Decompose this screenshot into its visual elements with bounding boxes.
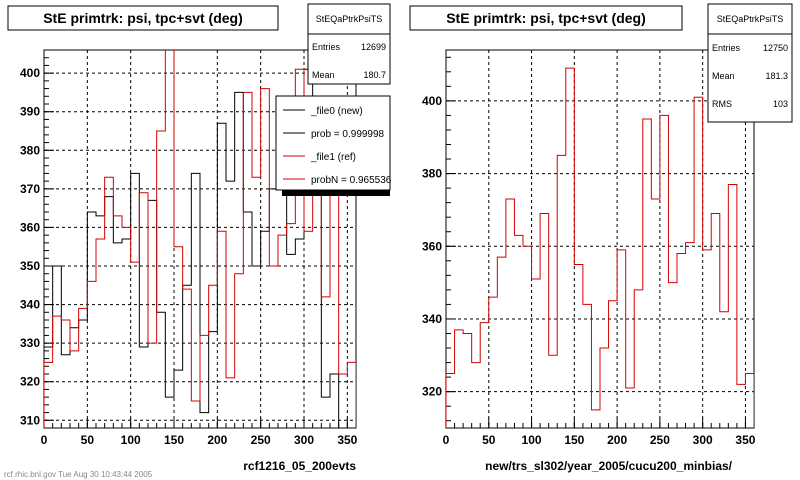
left-x-tick-label: 250 [251,433,271,447]
left-x-tick-label: 150 [164,433,184,447]
legend-label-probn: probN = 0.965536 [311,175,392,186]
right-stats-box [707,3,793,123]
right-axes: 0 50 100 150 200 250 300 350 320 340 360 380 400 [422,56,756,447]
right-series [446,67,754,428]
left-series [44,50,356,428]
left-y-tick-label: 380 [20,143,40,157]
legend-entry-prob: prob = 0.999998 [283,129,385,140]
left-y-tick-label: 360 [20,220,40,234]
footer-text: rcf.rhic.bnl.gov Tue Aug 30 10:43:44 200… [4,470,153,479]
right-stats-rms-value: 103 [773,99,788,109]
left-stats-mean-label: Mean [312,70,335,80]
right-x-tick-label: 200 [607,433,627,447]
left-x-tick-label: 100 [121,433,141,447]
right-x-axis-label: new/trs_sl302/year_2005/cucu200_minbias/ [485,459,732,473]
right-y-tick-label: 380 [422,167,442,181]
left-histogram-pad: 0 50 100 150 200 250 300 350 310 320 330 340 350 360 3… [7,3,392,473]
left-x-axis-label: rcf1216_05_200evts [243,459,356,473]
right-title-box [409,5,683,31]
right-stats-entries-label: Entries [712,43,741,53]
right-stats-rms-label: RMS [712,99,732,109]
right-chart-title: StE primtrk: psi, tpc+svt (deg) [446,10,646,26]
left-chart-title: StE primtrk: psi, tpc+svt (deg) [43,10,243,26]
right-stats-mean-value: 181.3 [765,71,788,81]
right-y-tick-label: 360 [422,239,442,253]
left-axes: 0 50 100 150 200 250 300 350 310 320 330 340 350 360 3… [20,49,358,447]
left-y-tick-label: 400 [20,66,40,80]
right-x-tick-label: 50 [482,433,496,447]
right-x-tick-label: 350 [735,433,755,447]
left-y-tick-label: 370 [20,182,40,196]
right-y-tick-label: 340 [422,312,442,326]
left-series-1-histogram [44,50,356,428]
right-y-tick-label: 320 [422,385,442,399]
left-stats-box [307,3,391,85]
right-x-tick-label: 0 [443,433,450,447]
left-y-tick-label: 390 [20,105,40,119]
left-y-tick-label: 310 [20,413,40,427]
left-x-tick-label: 50 [81,433,95,447]
right-histogram-pad: 0 50 100 150 200 250 300 350 320 340 360 380 400 StE… [409,3,793,473]
right-x-tick-label: 250 [650,433,670,447]
legend-entry-probn: probN = 0.965536 [283,175,392,186]
legend-entry-file1: _file1 (ref) [283,152,356,163]
left-y-tick-label: 340 [20,298,40,312]
left-y-tick-label: 330 [20,336,40,350]
right-stats-mean-label: Mean [712,71,735,81]
legend-box [275,95,391,191]
right-stats-name: StEQaPtrkPsiTS [717,14,784,24]
legend-label-file1: _file1 (ref) [310,152,356,163]
left-x-tick-label: 200 [207,433,227,447]
right-x-tick-label: 100 [522,433,542,447]
left-title-box [7,5,279,31]
right-x-tick-label: 150 [564,433,584,447]
right-series-0-histogram [446,67,754,428]
left-y-tick-label: 350 [20,259,40,273]
left-x-tick-label: 0 [41,433,48,447]
right-stats-entries-value: 12750 [763,43,788,53]
left-stats-mean-value: 180.7 [363,70,386,80]
right-y-tick-label: 400 [422,94,442,108]
left-x-tick-label: 350 [337,433,357,447]
left-stats-name: StEQaPtrkPsiTS [316,14,383,24]
legend-entry-file0: _file0 (new) [283,106,363,117]
right-x-tick-label: 300 [693,433,713,447]
left-stats-entries-value: 12699 [361,42,386,52]
legend-label-file0: _file0 (new) [310,106,363,117]
left-stats-entries-label: Entries [312,42,341,52]
left-x-tick-label: 300 [294,433,314,447]
left-y-tick-label: 320 [20,375,40,389]
left-series-0-histogram [44,68,340,428]
legend-label-prob: prob = 0.999998 [311,129,385,140]
